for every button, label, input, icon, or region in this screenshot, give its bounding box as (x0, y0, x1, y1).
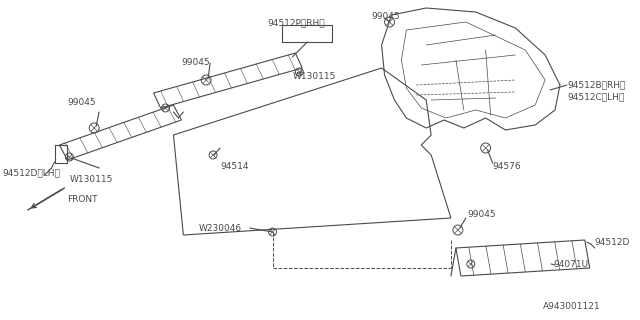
Text: 94071U: 94071U (553, 260, 588, 269)
Text: 94512D: 94512D (595, 238, 630, 247)
Text: W130115: W130115 (69, 175, 113, 184)
Text: 94512D〈LH〉: 94512D〈LH〉 (2, 168, 60, 177)
Text: 99045: 99045 (67, 98, 96, 107)
Text: 94514: 94514 (220, 162, 248, 171)
Text: 94576: 94576 (493, 162, 521, 171)
Text: 99045: 99045 (181, 58, 210, 67)
Text: 94512C〈LH〉: 94512C〈LH〉 (567, 92, 624, 101)
Text: W230046: W230046 (198, 224, 241, 233)
Text: 99045: 99045 (372, 12, 400, 21)
Text: A943001121: A943001121 (543, 302, 601, 311)
Text: W130115: W130115 (292, 72, 336, 81)
Text: FRONT: FRONT (67, 195, 98, 204)
Text: 94512P〈RH〉: 94512P〈RH〉 (268, 18, 325, 27)
Text: 99045: 99045 (468, 210, 497, 219)
Text: 94512B〈RH〉: 94512B〈RH〉 (567, 80, 625, 89)
